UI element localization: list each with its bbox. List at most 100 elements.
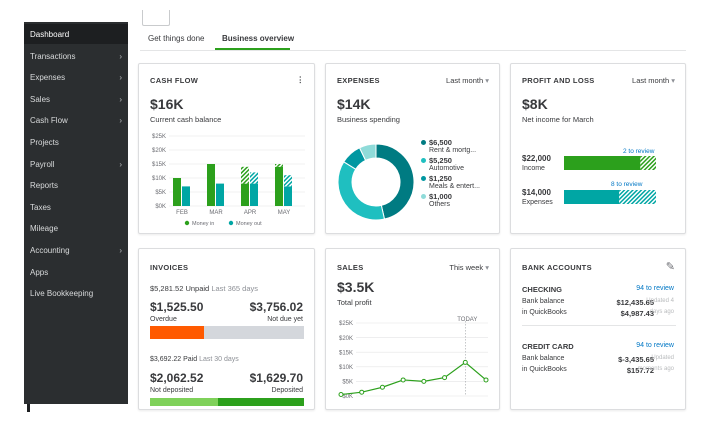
sales-point[interactable] xyxy=(379,384,385,390)
sidebar-item-projects[interactable]: Projects xyxy=(24,132,128,152)
sidebar-item-mileage[interactable]: Mileage xyxy=(24,219,128,239)
card-title: BANK ACCOUNTS xyxy=(522,263,592,272)
sidebar-item-label: Transactions xyxy=(30,51,76,61)
bar-money-in[interactable] xyxy=(241,183,249,206)
period-dropdown[interactable]: This week ▾ xyxy=(449,263,489,272)
sidebar-item-cash-flow[interactable]: Cash Flow › xyxy=(24,111,128,131)
donut-slice[interactable] xyxy=(358,143,377,162)
kebab-icon[interactable]: ⋮ xyxy=(296,75,305,84)
sales-line-chart[interactable]: $25K $20K $15K $10K $5K $0K TODAY xyxy=(326,311,499,409)
unpaid-amount: $5,281.52 Unpaid xyxy=(150,284,210,293)
net-income-amount: $8K xyxy=(522,96,548,112)
paid-progress-bar[interactable] xyxy=(150,398,304,406)
income-amount: $22,000 xyxy=(522,154,551,163)
legend-dot xyxy=(228,220,234,226)
sales-point[interactable] xyxy=(338,392,344,398)
sales-point[interactable] xyxy=(400,377,406,383)
sales-point[interactable] xyxy=(442,375,448,381)
expense-amount: $1,250 xyxy=(429,174,452,183)
tab-business-overview[interactable]: Business overview xyxy=(222,34,295,43)
deposited-fill xyxy=(217,398,304,406)
expenses-card[interactable]: EXPENSES Last month ▾ $14K Business spen… xyxy=(325,63,500,234)
sales-point[interactable] xyxy=(483,377,489,383)
sidebar-item-sales[interactable]: Sales › xyxy=(24,89,128,109)
bar-money-in[interactable] xyxy=(207,164,215,206)
tab-get-things-done[interactable]: Get things done xyxy=(148,34,205,43)
bar-solid xyxy=(564,190,620,204)
bar-money-out[interactable] xyxy=(182,186,190,206)
sidebar-item-accounting[interactable]: Accounting › xyxy=(24,240,128,260)
y-tick-label: $25K xyxy=(339,321,353,327)
bar-money-out[interactable] xyxy=(284,186,292,206)
cash-flow-chart[interactable]: $25K $20K $15K $10K $5K $0K FEB MAR APR MAY Money … xyxy=(139,130,314,234)
sidebar-item-apps[interactable]: Apps xyxy=(24,262,128,282)
pencil-icon[interactable]: ✎ xyxy=(665,261,675,273)
expenses-bar[interactable] xyxy=(564,190,659,206)
legend-dot xyxy=(421,140,426,145)
sales-point[interactable] xyxy=(359,389,365,395)
chevron-right-icon: › xyxy=(119,245,122,255)
expense-label: Others xyxy=(429,201,451,208)
cash-flow-card[interactable]: CASH FLOW ⋮ $16K Current cash balance $2… xyxy=(138,63,315,234)
profit-and-loss-card[interactable]: PROFIT AND LOSS Last month ▾ $8K Net inc… xyxy=(510,63,686,234)
chevron-right-icon: › xyxy=(119,116,122,126)
sidebar-item-payroll[interactable]: Payroll › xyxy=(24,154,128,174)
y-tick-label: $20K xyxy=(339,336,353,342)
legend-label: Money in xyxy=(192,221,214,227)
bar-money-in-projected[interactable] xyxy=(275,164,283,167)
sales-card[interactable]: SALES This week ▾ $3.5K Total profit $25… xyxy=(325,248,500,410)
not-due-amount: $3,756.02 xyxy=(249,300,303,314)
sidebar-item-label: Expenses xyxy=(30,73,66,83)
updated-text: days ago xyxy=(649,309,674,315)
y-tick-label: $15K xyxy=(339,350,353,356)
bank-balance-amount: $-3,435.65 xyxy=(618,355,654,364)
period-dropdown[interactable]: Last month ▾ xyxy=(446,76,489,85)
account-name: CHECKING xyxy=(522,285,563,294)
income-bar[interactable] xyxy=(564,156,659,172)
sidebar-item-transactions[interactable]: Transactions › xyxy=(24,46,128,66)
bar-money-in-projected[interactable] xyxy=(241,166,249,184)
sales-point[interactable] xyxy=(421,378,427,384)
sidebar-item-dashboard[interactable]: Dashboard xyxy=(24,24,128,44)
unpaid-progress-bar[interactable] xyxy=(150,326,304,339)
bar-money-out-projected[interactable] xyxy=(284,175,292,187)
bar-money-out[interactable] xyxy=(250,183,258,206)
chevron-right-icon: › xyxy=(119,94,122,104)
expense-legend-item[interactable]: $1,000 Others xyxy=(421,192,499,208)
paid-period: Last 30 days xyxy=(199,356,239,363)
sidebar-item-expenses[interactable]: Expenses › xyxy=(24,68,128,88)
card-title: SALES xyxy=(337,263,364,272)
income-review-link[interactable]: 2 to review xyxy=(623,148,655,155)
period-label: Last month xyxy=(446,76,484,85)
period-dropdown[interactable]: Last month ▾ xyxy=(632,76,675,85)
bar-money-out-projected[interactable] xyxy=(250,172,258,184)
bank-balance-label: Bank balance xyxy=(522,355,565,362)
sidebar-item-label: Apps xyxy=(30,267,49,277)
bank-balance-label: Bank balance xyxy=(522,298,565,305)
expenses-donut[interactable] xyxy=(336,142,416,222)
invoices-card[interactable]: INVOICES $5,281.52 Unpaid Last 365 days … xyxy=(138,248,315,410)
y-tick-label: $10K xyxy=(339,365,353,371)
deposited-amount: $1,629.70 xyxy=(249,371,303,385)
expense-legend-item[interactable]: $5,250 Automotive xyxy=(421,156,499,172)
review-link[interactable]: 94 to review xyxy=(636,285,674,292)
legend-dot xyxy=(184,220,190,226)
bank-accounts-card[interactable]: BANK ACCOUNTS ✎ CHECKING 94 to review Bank… xyxy=(510,248,686,410)
sidebar-item-live-bookkeeping[interactable]: Live Bookkeeping xyxy=(24,284,128,304)
sales-point[interactable] xyxy=(462,359,468,365)
expense-legend-item[interactable]: $6,500 Rent & mortg... xyxy=(421,138,499,154)
review-link[interactable]: 94 to review xyxy=(636,342,674,349)
donut-slice[interactable] xyxy=(337,161,386,221)
divider-mark xyxy=(27,404,30,412)
bar-money-in[interactable] xyxy=(275,166,283,206)
y-tick-label: $5K xyxy=(342,380,353,386)
expense-legend-item[interactable]: $1,250 Meals & entert... xyxy=(421,174,499,190)
sidebar-item-reports[interactable]: Reports xyxy=(24,176,128,196)
bar-money-out[interactable] xyxy=(216,183,224,206)
sidebar-item-taxes[interactable]: Taxes xyxy=(24,197,128,217)
expenses-review-link[interactable]: 8 to review xyxy=(611,181,643,188)
paid-amount: $3,692.22 Paid xyxy=(150,356,198,363)
bank-balance-amount: $12,435.65 xyxy=(616,298,654,307)
bar-money-in[interactable] xyxy=(173,178,181,206)
card-title: CASH FLOW xyxy=(150,76,199,85)
